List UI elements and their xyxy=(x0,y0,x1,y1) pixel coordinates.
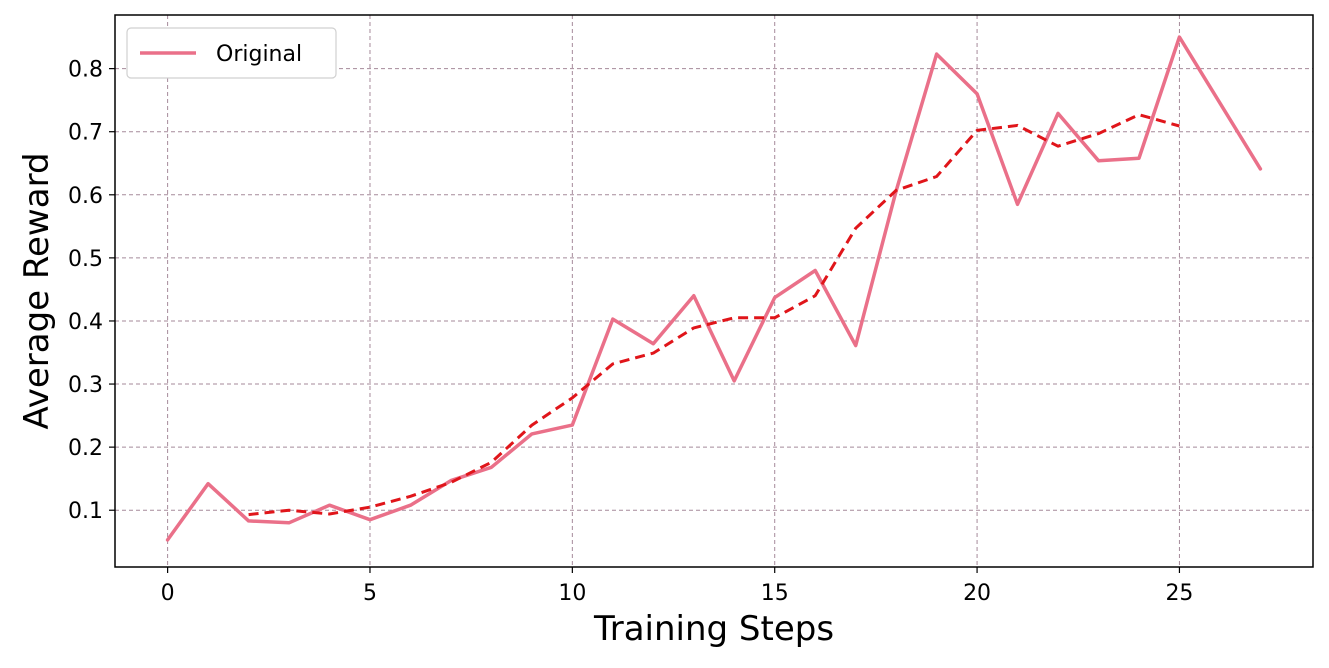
x-tick-label-2: 10 xyxy=(558,581,586,606)
y-axis-label: Average Reward xyxy=(17,152,57,429)
legend-label: Original xyxy=(216,42,302,67)
x-tick-label-4: 20 xyxy=(963,581,991,606)
y-tick-label-1: 0.2 xyxy=(68,436,103,461)
y-tick-label-6: 0.7 xyxy=(68,121,103,146)
y-tick-label-7: 0.8 xyxy=(68,58,103,83)
y-tick-label-3: 0.4 xyxy=(68,310,103,335)
x-tick-label-1: 5 xyxy=(363,581,377,606)
y-tick-label-0: 0.1 xyxy=(68,499,103,524)
y-tick-label-2: 0.3 xyxy=(68,373,103,398)
x-tick-label-0: 0 xyxy=(161,581,175,606)
legend-box xyxy=(126,27,337,79)
x-tick-label-3: 15 xyxy=(761,581,789,606)
y-tick-label-4: 0.5 xyxy=(68,247,103,272)
series-group xyxy=(165,35,1263,542)
y-tick-label-5: 0.6 xyxy=(68,184,103,209)
series-line-1 xyxy=(248,113,1180,517)
series-line-0 xyxy=(165,35,1263,542)
x-tick-label-5: 25 xyxy=(1165,581,1193,606)
x-axis-label: Training Steps xyxy=(593,609,834,649)
axis-ticks: 0 5 10 15 20 25 0.1 0.2 0.3 0.4 0.5 0.6 0.7 0.8 xyxy=(68,58,1193,606)
legend: Original xyxy=(126,27,337,79)
plot-frame xyxy=(114,14,1314,568)
